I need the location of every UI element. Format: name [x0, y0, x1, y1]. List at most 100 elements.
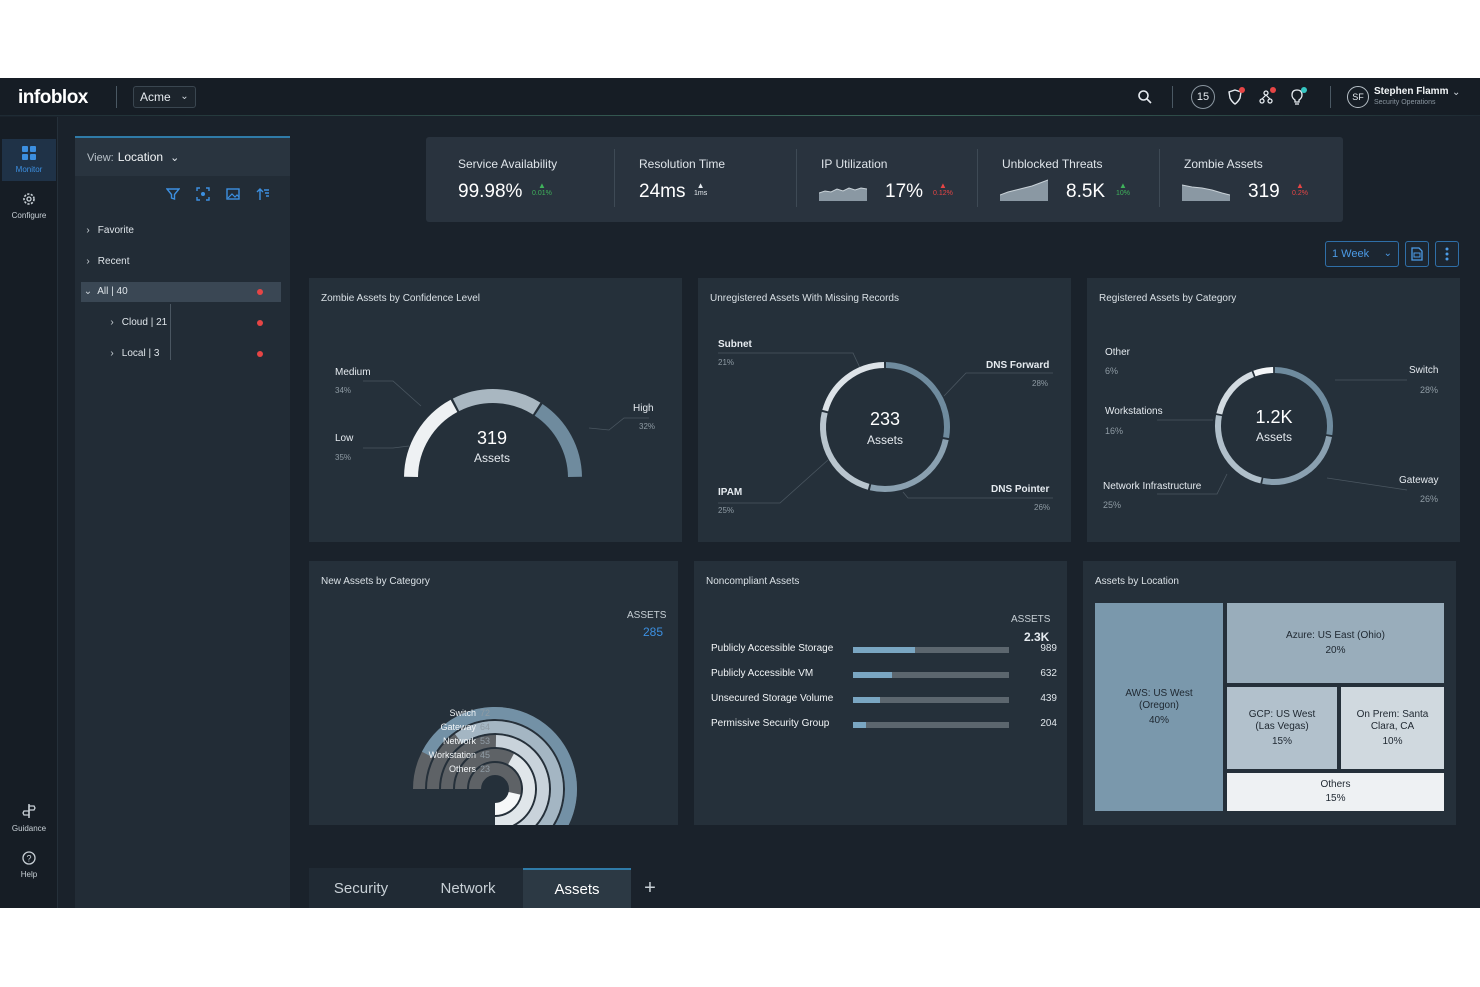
card-new-assets[interactable]: New Assets by Category ASSETS 285 Switch…: [309, 561, 678, 825]
card-unregistered-assets[interactable]: Unregistered Assets With Missing Records…: [698, 278, 1071, 542]
tree-item-favorite[interactable]: › Favorite: [81, 221, 281, 241]
tree-item-all[interactable]: ⌄ All | 40: [81, 282, 281, 302]
treemap-tile-on-prem[interactable]: On Prem: Santa Clara, CA 10%: [1341, 687, 1444, 769]
chevron-right-icon: ›: [86, 225, 90, 236]
user-name[interactable]: Stephen Flamm: [1374, 86, 1449, 97]
donut-segment[interactable]: [1274, 367, 1333, 436]
sort-icon[interactable]: [255, 186, 271, 202]
rail-item-label: Configure: [11, 211, 47, 220]
bar-fill: [853, 697, 881, 703]
focus-icon[interactable]: [195, 186, 211, 202]
card-zombie-assets[interactable]: Zombie Assets by Confidence Level Medium…: [309, 278, 682, 542]
tree-item-local[interactable]: › Local | 3: [105, 344, 281, 364]
gear-icon: [22, 192, 36, 209]
kpi-value: 319: [1248, 181, 1280, 202]
bar-row[interactable]: Publicly Accessible Storage 989: [711, 643, 1057, 657]
search-icon[interactable]: [1133, 85, 1157, 109]
alert-dot: [257, 289, 263, 295]
segment-pct-workstations: 16%: [1105, 426, 1124, 436]
gauge-segment[interactable]: [452, 389, 541, 415]
bar-track: [853, 647, 1009, 653]
segment-label-dns-forward: DNS Forward: [986, 360, 1050, 371]
view-select[interactable]: View: Location ⌄: [87, 150, 179, 164]
treemap-tile-gcp[interactable]: GCP: US West (Las Vegas) 15%: [1227, 687, 1337, 769]
avatar[interactable]: SF: [1347, 86, 1369, 108]
donut-segment[interactable]: [1253, 367, 1274, 377]
kpi-delta-value: 0.01%: [532, 190, 552, 197]
donut-segment[interactable]: [885, 362, 950, 439]
export-pdf-button[interactable]: [1405, 241, 1429, 267]
bar-row[interactable]: Publicly Accessible VM 632: [711, 668, 1057, 682]
user-role: Security Operations: [1374, 99, 1436, 106]
image-icon[interactable]: [225, 186, 241, 202]
org-select-value: Acme: [140, 90, 171, 104]
arrow-up-icon: ▲: [537, 181, 546, 190]
gauge-segment[interactable]: [404, 399, 458, 478]
location-panel: View: Location ⌄ › Favorite › Recent ⌄ Al…: [75, 136, 290, 908]
org-select[interactable]: Acme ⌄: [133, 86, 196, 108]
tile-pct: 15%: [1271, 735, 1292, 747]
add-tab-button[interactable]: +: [636, 868, 664, 908]
segment-label-network-infrastructure: Network Infrastructure: [1103, 481, 1202, 492]
infoblox-logo[interactable]: infoblox: [18, 87, 88, 108]
gauge-segment[interactable]: [534, 404, 582, 478]
radial-bar[interactable]: [494, 753, 535, 825]
view-value: Location: [117, 150, 164, 164]
tile-label: On Prem: Santa Clara, CA: [1356, 708, 1429, 732]
tab-security[interactable]: Security: [309, 868, 413, 908]
filter-icon[interactable]: [165, 186, 181, 202]
kpi-label: Zombie Assets: [1184, 157, 1263, 171]
lightbulb-icon[interactable]: [1285, 85, 1309, 109]
bar-row[interactable]: Permissive Security Group 204: [711, 718, 1057, 732]
treemap-tile-aws[interactable]: AWS: US West (Oregon) 40%: [1095, 603, 1223, 811]
donut-segment[interactable]: [1215, 415, 1262, 484]
kpi-strip: Service Availability 99.98% ▲ 0.01% Resol…: [426, 137, 1343, 222]
bar-track: [853, 697, 1009, 703]
radial-bar[interactable]: [455, 721, 563, 825]
segment-pct-low: 35%: [335, 453, 352, 462]
donut-segment[interactable]: [1262, 435, 1332, 485]
time-range-select[interactable]: 1 Week ⌄: [1325, 241, 1399, 267]
shield-alert-icon[interactable]: [1223, 85, 1247, 109]
kpi-divider: [977, 149, 978, 207]
location-toolbar: [165, 186, 271, 202]
card-noncompliant-assets[interactable]: Noncompliant Assets ASSETS 2.3K Publicly…: [694, 561, 1067, 825]
card-title: New Assets by Category: [321, 576, 430, 587]
radial-bar[interactable]: [495, 735, 550, 825]
bar-label: Publicly Accessible VM: [711, 668, 814, 679]
rail-item-help[interactable]: ? Help: [2, 844, 56, 886]
network-topology-icon[interactable]: [1254, 85, 1278, 109]
rail-item-guidance[interactable]: Guidance: [2, 797, 56, 839]
rail-item-configure[interactable]: Configure: [2, 185, 56, 227]
tab-assets[interactable]: Assets: [523, 868, 631, 908]
radial-bar[interactable]: [421, 707, 577, 825]
donut-segment[interactable]: [820, 411, 870, 490]
chevron-down-icon[interactable]: ⌄: [1452, 87, 1461, 98]
chevron-down-icon: ⌄: [1383, 248, 1392, 259]
bar-track: [853, 722, 1009, 728]
kpi-label: Unblocked Threats: [1002, 157, 1103, 171]
card-assets-by-location[interactable]: Assets by Location AWS: US West (Oregon)…: [1083, 561, 1456, 825]
view-label: View:: [87, 152, 114, 164]
rail-item-label: Guidance: [11, 824, 47, 833]
treemap-tile-azure[interactable]: Azure: US East (Ohio) 20%: [1227, 603, 1444, 683]
donut-segment[interactable]: [822, 362, 885, 412]
radial-bar-value: 45: [480, 750, 490, 760]
bar-value: 632: [1040, 668, 1057, 679]
rail-item-monitor[interactable]: Monitor: [2, 139, 56, 181]
bar-fill: [853, 722, 866, 728]
bar-row[interactable]: Unsecured Storage Volume 439: [711, 693, 1057, 707]
tree-item-cloud[interactable]: › Cloud | 21: [105, 313, 281, 333]
assets-total: 285: [643, 625, 664, 639]
radial-bar-value: 53: [480, 736, 490, 746]
notification-count-badge[interactable]: 15: [1191, 85, 1215, 109]
more-options-button[interactable]: [1435, 241, 1459, 267]
tab-network[interactable]: Network: [413, 868, 523, 908]
tree-item-recent[interactable]: › Recent: [81, 252, 281, 272]
donut-segment[interactable]: [1216, 371, 1254, 415]
donut-segment[interactable]: [869, 438, 949, 492]
treemap-tile-others[interactable]: Others 15%: [1227, 773, 1444, 811]
radial-bar[interactable]: [494, 791, 521, 815]
card-registered-assets[interactable]: Registered Assets by Category Other 6% W…: [1087, 278, 1460, 542]
